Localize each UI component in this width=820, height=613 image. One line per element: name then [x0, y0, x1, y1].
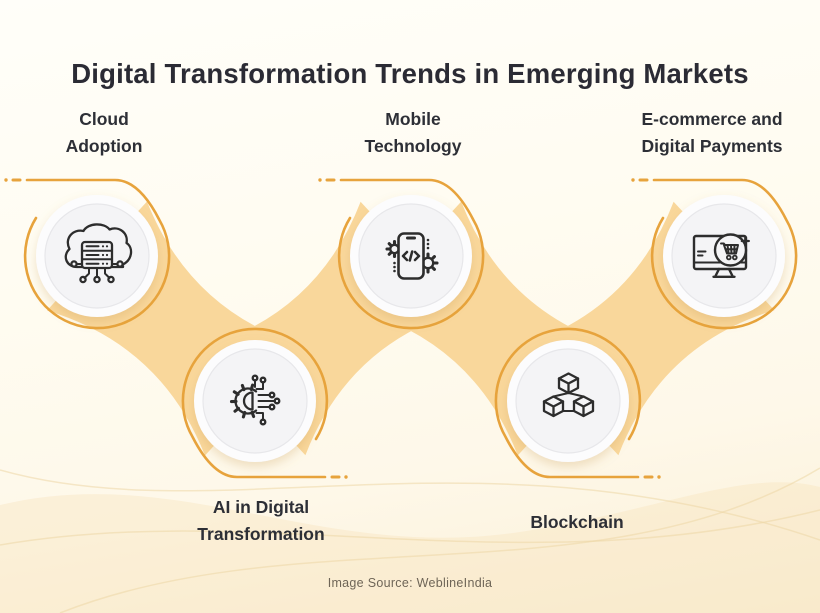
- image-source-credit: Image Source: WeblineIndia: [327, 576, 493, 590]
- node-label-line: Blockchain: [530, 512, 624, 532]
- node-label-cloud-adoption: Cloud Adoption: [66, 106, 143, 160]
- nodes: [36, 195, 785, 462]
- ring-swoosh-ecommerce: [631, 178, 798, 330]
- node-label-line: Transformation: [197, 524, 325, 544]
- node-label-ecommerce-digital-payments: E-commerce and Digital Payments: [641, 106, 782, 160]
- node-rings: [4, 178, 798, 479]
- node-label-line: E-commerce and: [641, 109, 783, 129]
- page-title: Digital Transformation Trends in Emergin…: [71, 58, 749, 90]
- ring-swoosh-blockchain: [494, 327, 661, 479]
- ring-swoosh-cloud: [4, 178, 171, 330]
- node-label-line: Technology: [364, 136, 462, 156]
- node-label-line: Mobile: [385, 109, 441, 129]
- node-label-blockchain: Blockchain: [530, 509, 623, 536]
- mobile-code-icon: [385, 232, 439, 280]
- node-blockchain: [507, 340, 629, 462]
- ring-swoosh-mobile: [318, 178, 485, 330]
- ecommerce-cart-icon: [692, 233, 750, 278]
- blockchain-cubes-icon: [542, 372, 595, 418]
- node-label-ai-digital-transformation: AI in Digital Transformation: [197, 494, 324, 548]
- node-mobile-technology: [350, 195, 472, 317]
- node-label-mobile-technology: Mobile Technology: [365, 106, 462, 160]
- ai-gear-circuit-icon: [229, 374, 281, 426]
- cloud-server-icon: [64, 223, 133, 284]
- node-label-line: AI in Digital: [212, 497, 310, 517]
- node-ai-digital-transformation: [194, 340, 316, 462]
- node-ecommerce-digital-payments: [663, 195, 785, 317]
- ring-swoosh-ai: [181, 327, 348, 479]
- node-label-line: Cloud: [79, 109, 129, 129]
- node-cloud-adoption: [36, 195, 158, 317]
- node-label-line: Digital Payments: [641, 136, 783, 156]
- node-label-line: Adoption: [65, 136, 143, 156]
- background-waves: [0, 467, 820, 613]
